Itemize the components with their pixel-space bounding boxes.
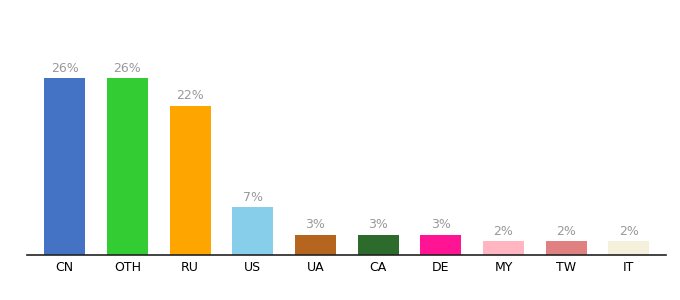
Text: 26%: 26% [114,62,141,75]
Bar [295,235,336,255]
Text: 2%: 2% [556,225,576,238]
Text: 2%: 2% [619,225,639,238]
Text: 3%: 3% [305,218,326,231]
Bar [107,78,148,255]
Text: 2%: 2% [494,225,513,238]
Text: 26%: 26% [51,62,79,75]
Bar [609,242,649,255]
Bar [546,242,586,255]
Bar [358,235,398,255]
Bar [233,207,273,255]
Bar [170,106,211,255]
Text: 3%: 3% [368,218,388,231]
Bar [420,235,461,255]
Text: 3%: 3% [431,218,451,231]
Text: 22%: 22% [176,89,204,102]
Text: 7%: 7% [243,191,262,204]
Bar [44,78,85,255]
Bar [483,242,524,255]
